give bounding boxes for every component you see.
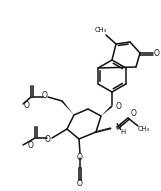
Text: O: O	[77, 180, 83, 189]
Text: O: O	[77, 154, 83, 163]
Text: N: N	[115, 124, 121, 133]
Text: CH₃: CH₃	[138, 126, 150, 132]
Text: H: H	[120, 129, 125, 135]
Text: O: O	[28, 142, 34, 151]
Text: O: O	[45, 135, 51, 145]
Text: O: O	[42, 91, 48, 100]
Text: CH₃: CH₃	[95, 27, 107, 33]
Text: O: O	[24, 100, 30, 109]
Text: O: O	[116, 101, 122, 111]
Polygon shape	[101, 105, 113, 116]
Text: O: O	[154, 49, 160, 57]
Text: O: O	[131, 108, 137, 117]
Polygon shape	[61, 100, 74, 115]
